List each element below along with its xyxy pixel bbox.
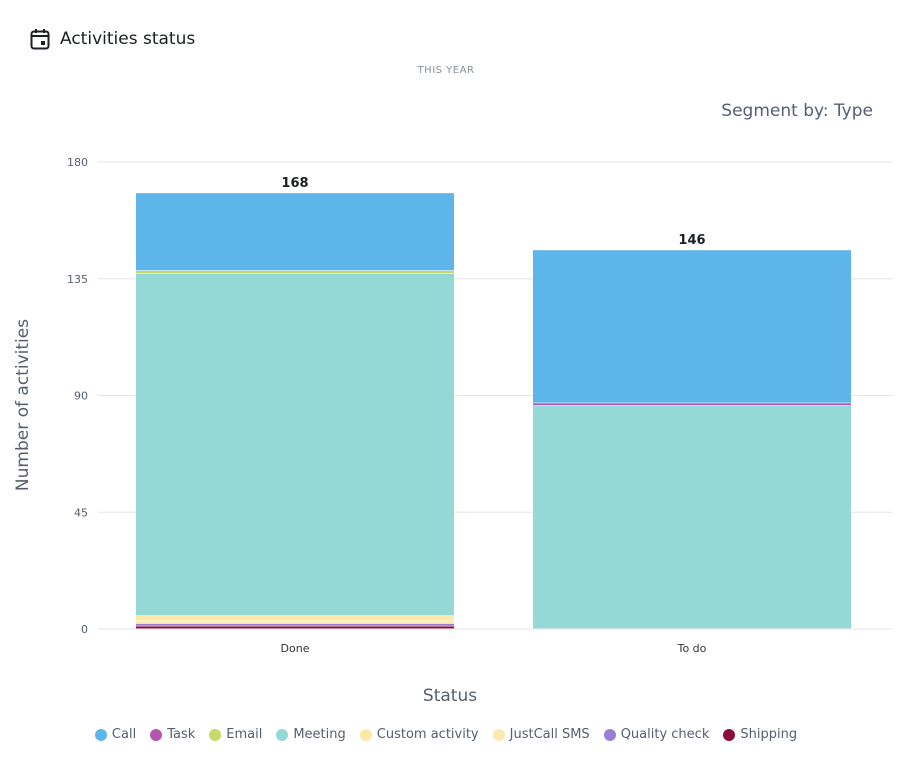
legend-swatch [723, 728, 736, 741]
stacked-bar-chart: 0 45 90 135 180 168 Done 146 To do Status Number o… [13, 156, 892, 706]
legend-label: Meeting [293, 727, 346, 742]
bar-segment-task[interactable] [533, 403, 851, 406]
legend-item[interactable]: Shipping [723, 727, 797, 742]
x-tick-label: Done [281, 642, 310, 655]
bar-segment-justcall-sms[interactable] [136, 621, 454, 624]
legend-label: Quality check [620, 727, 710, 742]
segment-by-selector[interactable]: Segment by: Type [721, 101, 873, 121]
legend-swatch [94, 728, 107, 741]
legend-label: Task [167, 727, 196, 742]
legend-label: Shipping [740, 727, 798, 742]
bar-segment-email[interactable] [136, 270, 454, 273]
bar-segment-meeting[interactable] [136, 273, 454, 616]
bar-segment-custom-activity[interactable] [136, 616, 454, 621]
legend-swatch [492, 728, 505, 741]
bar-segment-call[interactable] [136, 193, 454, 271]
chart-title: Activities status [60, 29, 196, 49]
legend-swatch [276, 728, 289, 741]
bar-segment-shipping[interactable] [136, 626, 454, 629]
legend-label: Call [111, 727, 137, 742]
y-tick-label: 90 [74, 390, 88, 403]
legend-item[interactable]: Quality check [603, 727, 710, 742]
bar-total-label: 168 [281, 176, 308, 191]
x-axis-title: Status [423, 686, 477, 706]
chart-header: Activities status [30, 28, 195, 50]
legend-label: JustCall SMS [509, 727, 590, 742]
legend-label: Custom activity [376, 727, 479, 742]
legend-item[interactable]: Email [209, 727, 262, 742]
y-tick-label: 180 [67, 156, 88, 169]
calendar-icon [30, 29, 50, 50]
legend-item[interactable]: Custom activity [359, 727, 479, 742]
y-tick-label: 135 [67, 273, 88, 286]
legend-item[interactable]: Task [150, 727, 195, 742]
legend-label: Email [226, 727, 263, 742]
y-axis-title: Number of activities [13, 319, 33, 491]
bar-segment-call[interactable] [533, 250, 851, 403]
legend-swatch [603, 728, 616, 741]
legend-item[interactable]: Call [94, 727, 137, 742]
x-tick-label: To do [677, 642, 707, 655]
legend-swatch [209, 728, 222, 741]
legend-item[interactable]: JustCall SMS [492, 727, 590, 742]
legend-swatch [359, 728, 372, 741]
legend: Call Task Email Meeting Custom activity JustC… [0, 727, 892, 742]
legend-item[interactable]: Meeting [276, 727, 346, 742]
y-tick-label: 45 [74, 506, 88, 519]
y-tick-label: 0 [81, 623, 88, 636]
bar-segment-meeting[interactable] [533, 405, 851, 629]
legend-swatch [150, 728, 163, 741]
bar-total-label: 146 [678, 233, 705, 248]
period-label: THIS YEAR [417, 65, 475, 76]
bar-segment-quality-check[interactable] [136, 623, 454, 626]
